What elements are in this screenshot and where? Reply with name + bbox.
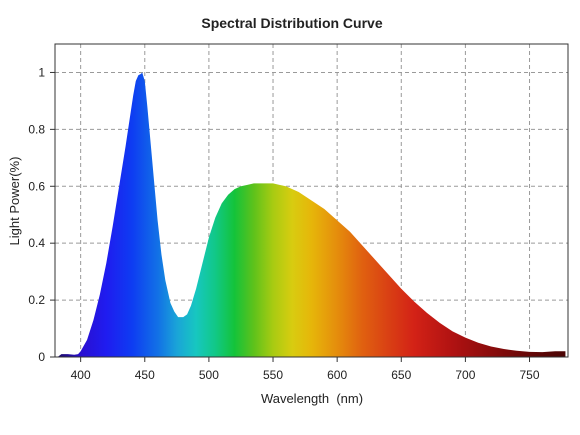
x-tick-label: 550: [263, 368, 283, 382]
y-tick-labels: 0 0.2 0.4 0.6 0.8 1: [28, 65, 45, 364]
x-tick-label: 750: [520, 368, 540, 382]
plot-frame: [54, 43, 569, 358]
y-tick-label: 0.6: [28, 179, 45, 193]
plot-area: [57, 72, 566, 357]
y-tick-label: 0.2: [28, 293, 45, 307]
x-tick-label: 500: [199, 368, 219, 382]
x-tick-label: 700: [455, 368, 475, 382]
axes: [50, 43, 569, 362]
x-axis-label: Wavelength (nm): [261, 391, 363, 406]
y-tick-label: 0: [38, 350, 45, 364]
spectrum-area: [57, 72, 566, 357]
x-tick-label: 600: [327, 368, 347, 382]
y-tick-label: 1: [38, 65, 45, 79]
x-tick-label: 650: [391, 368, 411, 382]
chart-title: Spectral Distribution Curve: [201, 15, 382, 31]
x-tick-label: 450: [135, 368, 155, 382]
y-tick-label: 0.4: [28, 236, 45, 250]
y-tick-label: 0.8: [28, 122, 45, 136]
x-tick-labels: 400 450 500 550 600 650 700 750: [71, 368, 540, 382]
x-tick-label: 400: [71, 368, 91, 382]
y-axis-label: Light Power(%): [7, 157, 22, 246]
